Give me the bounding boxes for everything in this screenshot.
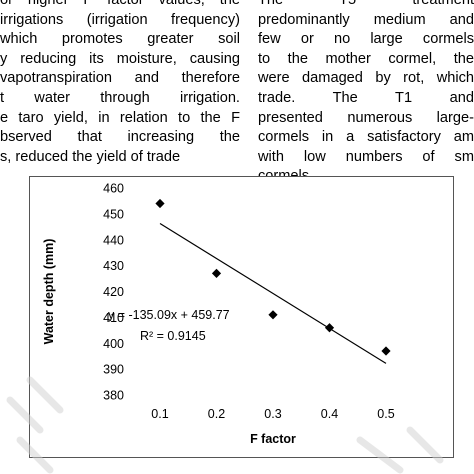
text-line: to the mother cormel, the [258, 50, 474, 67]
text-line: irrigations (irrigation frequency) [0, 11, 240, 28]
text-line: y reducing its moisture, causing [0, 50, 240, 67]
x-tick-label: 0.2 [208, 407, 225, 421]
text-line: few or no large cormels [258, 31, 474, 48]
text-line: s, reduced the yield of trade [0, 148, 181, 165]
text-line: or higher F factor values, the [0, 0, 240, 8]
text-line: The T5 treatment [258, 0, 474, 8]
data-point [268, 310, 278, 320]
y-tick-label: 450 [103, 207, 124, 221]
x-tick-label: 0.5 [377, 407, 394, 421]
y-tick-label: 400 [103, 337, 124, 351]
x-axis-label: F factor [250, 432, 296, 446]
x-tick-label: 0.3 [264, 407, 281, 421]
r-squared-label: R² = 0.9145 [140, 329, 206, 343]
text-line: t water through irrigation. [0, 89, 240, 106]
data-point [155, 198, 165, 209]
text-line: vapotranspiration and therefore [0, 70, 240, 87]
text-line: presented numerous large- [258, 109, 474, 126]
scatter-chart: 380 390 400 410 420 430 440 450 460 0.1 0.2 0.3 0.4 0… [42, 182, 395, 447]
y-tick-label: 390 [103, 363, 124, 377]
text-line: with low numbers of sm [258, 148, 474, 165]
text-line: e taro yield, in relation to the F [0, 109, 240, 126]
text-line: trade. The T1 and [258, 89, 474, 106]
y-tick-label: 460 [103, 182, 124, 196]
figure-frame: 380 390 400 410 420 430 440 450 460 0.1 0.2 0.3 0.4 0… [29, 176, 454, 458]
trendline-equation: y = -135.09x + 459.77 [108, 308, 230, 322]
trend-line [159, 223, 387, 364]
data-point [381, 346, 391, 356]
text-line: bserved that increasing the [0, 129, 240, 146]
y-tick-label: 430 [103, 259, 124, 273]
y-tick-label: 440 [103, 233, 124, 247]
text-line: which promotes greater soil [0, 31, 240, 48]
data-point [211, 268, 222, 278]
x-tick-label: 0.4 [321, 407, 338, 421]
body-text-right-column: The T5 treatment predominantly medium and… [258, 0, 474, 187]
text-line: were damaged by rot, which [258, 70, 474, 87]
text-line: predominantly medium and [258, 11, 474, 28]
y-axis-label: Water depth (mm) [42, 239, 56, 345]
body-text-left-column: or higher F factor values, the irrigation… [0, 0, 240, 167]
y-tick-label: 410 [103, 311, 124, 325]
y-tick-label: 380 [103, 389, 124, 403]
y-tick-label: 420 [103, 285, 124, 299]
x-tick-label: 0.1 [151, 407, 168, 421]
text-line: cormels in a satisfactory am [258, 129, 474, 146]
